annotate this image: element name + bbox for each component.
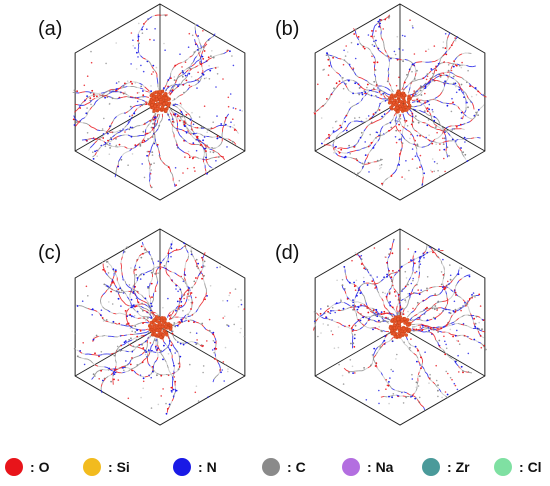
legend-item-o: : O	[5, 456, 49, 478]
legend-separator: :	[30, 459, 35, 475]
legend-item-n: : N	[173, 456, 217, 478]
legend-separator: :	[519, 459, 524, 475]
legend-symbol-zr: Zr	[455, 459, 470, 475]
panel-label: (a)	[38, 18, 63, 40]
legend-symbol-c: C	[295, 459, 306, 475]
polymer-chains	[313, 238, 487, 411]
nitrogen-color-swatch	[173, 458, 191, 476]
legend-separator: :	[287, 459, 292, 475]
nanoparticle-cluster	[147, 89, 172, 114]
simulation-box-view	[313, 3, 487, 201]
simulation-box-view	[313, 228, 487, 426]
panel-a: (a)	[0, 0, 275, 225]
zirconium-color-swatch	[422, 458, 440, 476]
legend-item-na: : Na	[342, 456, 393, 478]
legend-symbol-cl: Cl	[527, 459, 542, 475]
legend-item-si: : Si	[83, 456, 130, 478]
legend-separator: :	[367, 459, 372, 475]
legend-item-zr: : Zr	[422, 456, 470, 478]
panel-b: (b)	[275, 0, 550, 225]
chlorine-color-swatch	[494, 458, 512, 476]
nanoparticle-cluster	[387, 89, 412, 114]
panel-label: (b)	[275, 18, 300, 40]
legend-separator: :	[447, 459, 452, 475]
legend-item-cl: : Cl	[494, 456, 542, 478]
legend-symbol-n: N	[206, 459, 217, 475]
nanoparticle-cluster	[148, 315, 173, 340]
simulation-box-view	[73, 228, 246, 426]
polymer-chains	[73, 240, 246, 415]
polymer-chains	[313, 14, 487, 187]
panel-d: (d)	[275, 225, 550, 450]
legend-symbol-na: Na	[375, 459, 394, 475]
carbon-color-swatch	[262, 458, 280, 476]
cube-frame	[314, 3, 486, 201]
legend-separator: :	[198, 459, 203, 475]
sodium-color-swatch	[342, 458, 360, 476]
oxygen-color-swatch	[5, 458, 23, 476]
legend-item-c: : C	[262, 456, 306, 478]
element-legend: : O : Si : N : C : Na : Zr : Cl	[0, 452, 550, 482]
panel-label: (c)	[38, 242, 62, 264]
polymer-chains	[72, 14, 243, 189]
legend-separator: :	[108, 459, 113, 475]
nanoparticle-cluster	[388, 315, 412, 340]
panel-c: (c)	[0, 225, 275, 450]
legend-symbol-o: O	[38, 459, 50, 475]
silicon-color-swatch	[83, 458, 101, 476]
legend-symbol-si: Si	[116, 459, 130, 475]
panel-label: (d)	[275, 242, 300, 264]
simulation-box-view	[72, 3, 246, 201]
